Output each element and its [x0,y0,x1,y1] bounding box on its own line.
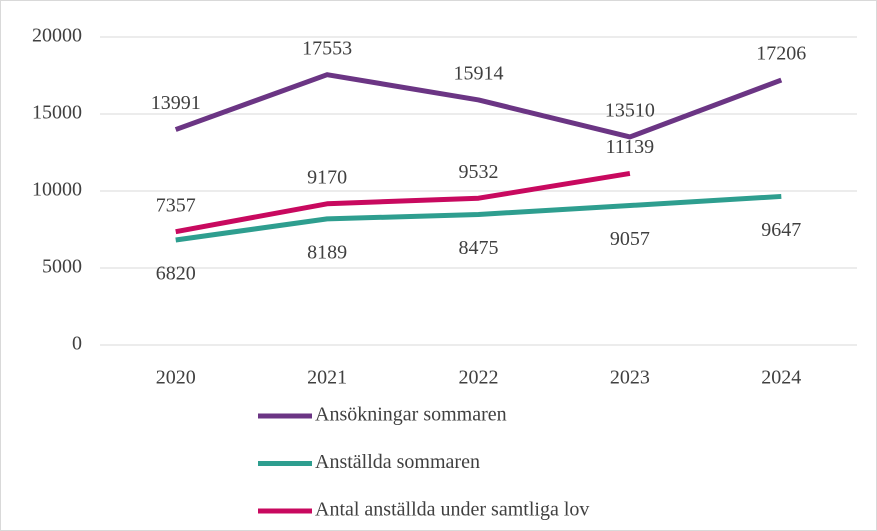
x-tick-label: 2022 [459,367,499,389]
data-label: 9057 [610,228,650,250]
data-label: 13991 [151,92,201,114]
data-label: 9532 [459,161,499,183]
data-label: 11139 [606,136,655,158]
x-tick-label: 2024 [761,367,801,389]
x-tick-label: 2023 [610,367,650,389]
x-tick-label: 2020 [156,367,196,389]
y-tick-label: 5000 [42,256,82,278]
legend-label: Ansökningar sommaren [315,404,507,426]
series-line [174,72,783,140]
legend-label: Anställda sommaren [315,451,480,473]
data-label: 17553 [302,37,352,59]
data-label: 17206 [756,43,806,65]
data-label: 9647 [761,219,801,241]
series-line [175,193,782,243]
data-label: 13510 [605,100,655,122]
legend-label: Antal anställda under samtliga lov [315,499,589,521]
data-label: 7357 [156,194,196,216]
data-label: 9170 [307,166,347,188]
data-label: 8189 [307,241,347,263]
y-tick-label: 15000 [32,102,82,124]
y-tick-label: 10000 [32,179,82,201]
y-tick-label: 20000 [32,25,82,47]
x-tick-label: 2021 [307,367,347,389]
series-line [175,170,631,235]
y-tick-label: 0 [72,333,82,355]
data-label: 6820 [156,263,196,285]
data-label: 15914 [454,63,504,85]
data-label: 8475 [459,237,499,259]
